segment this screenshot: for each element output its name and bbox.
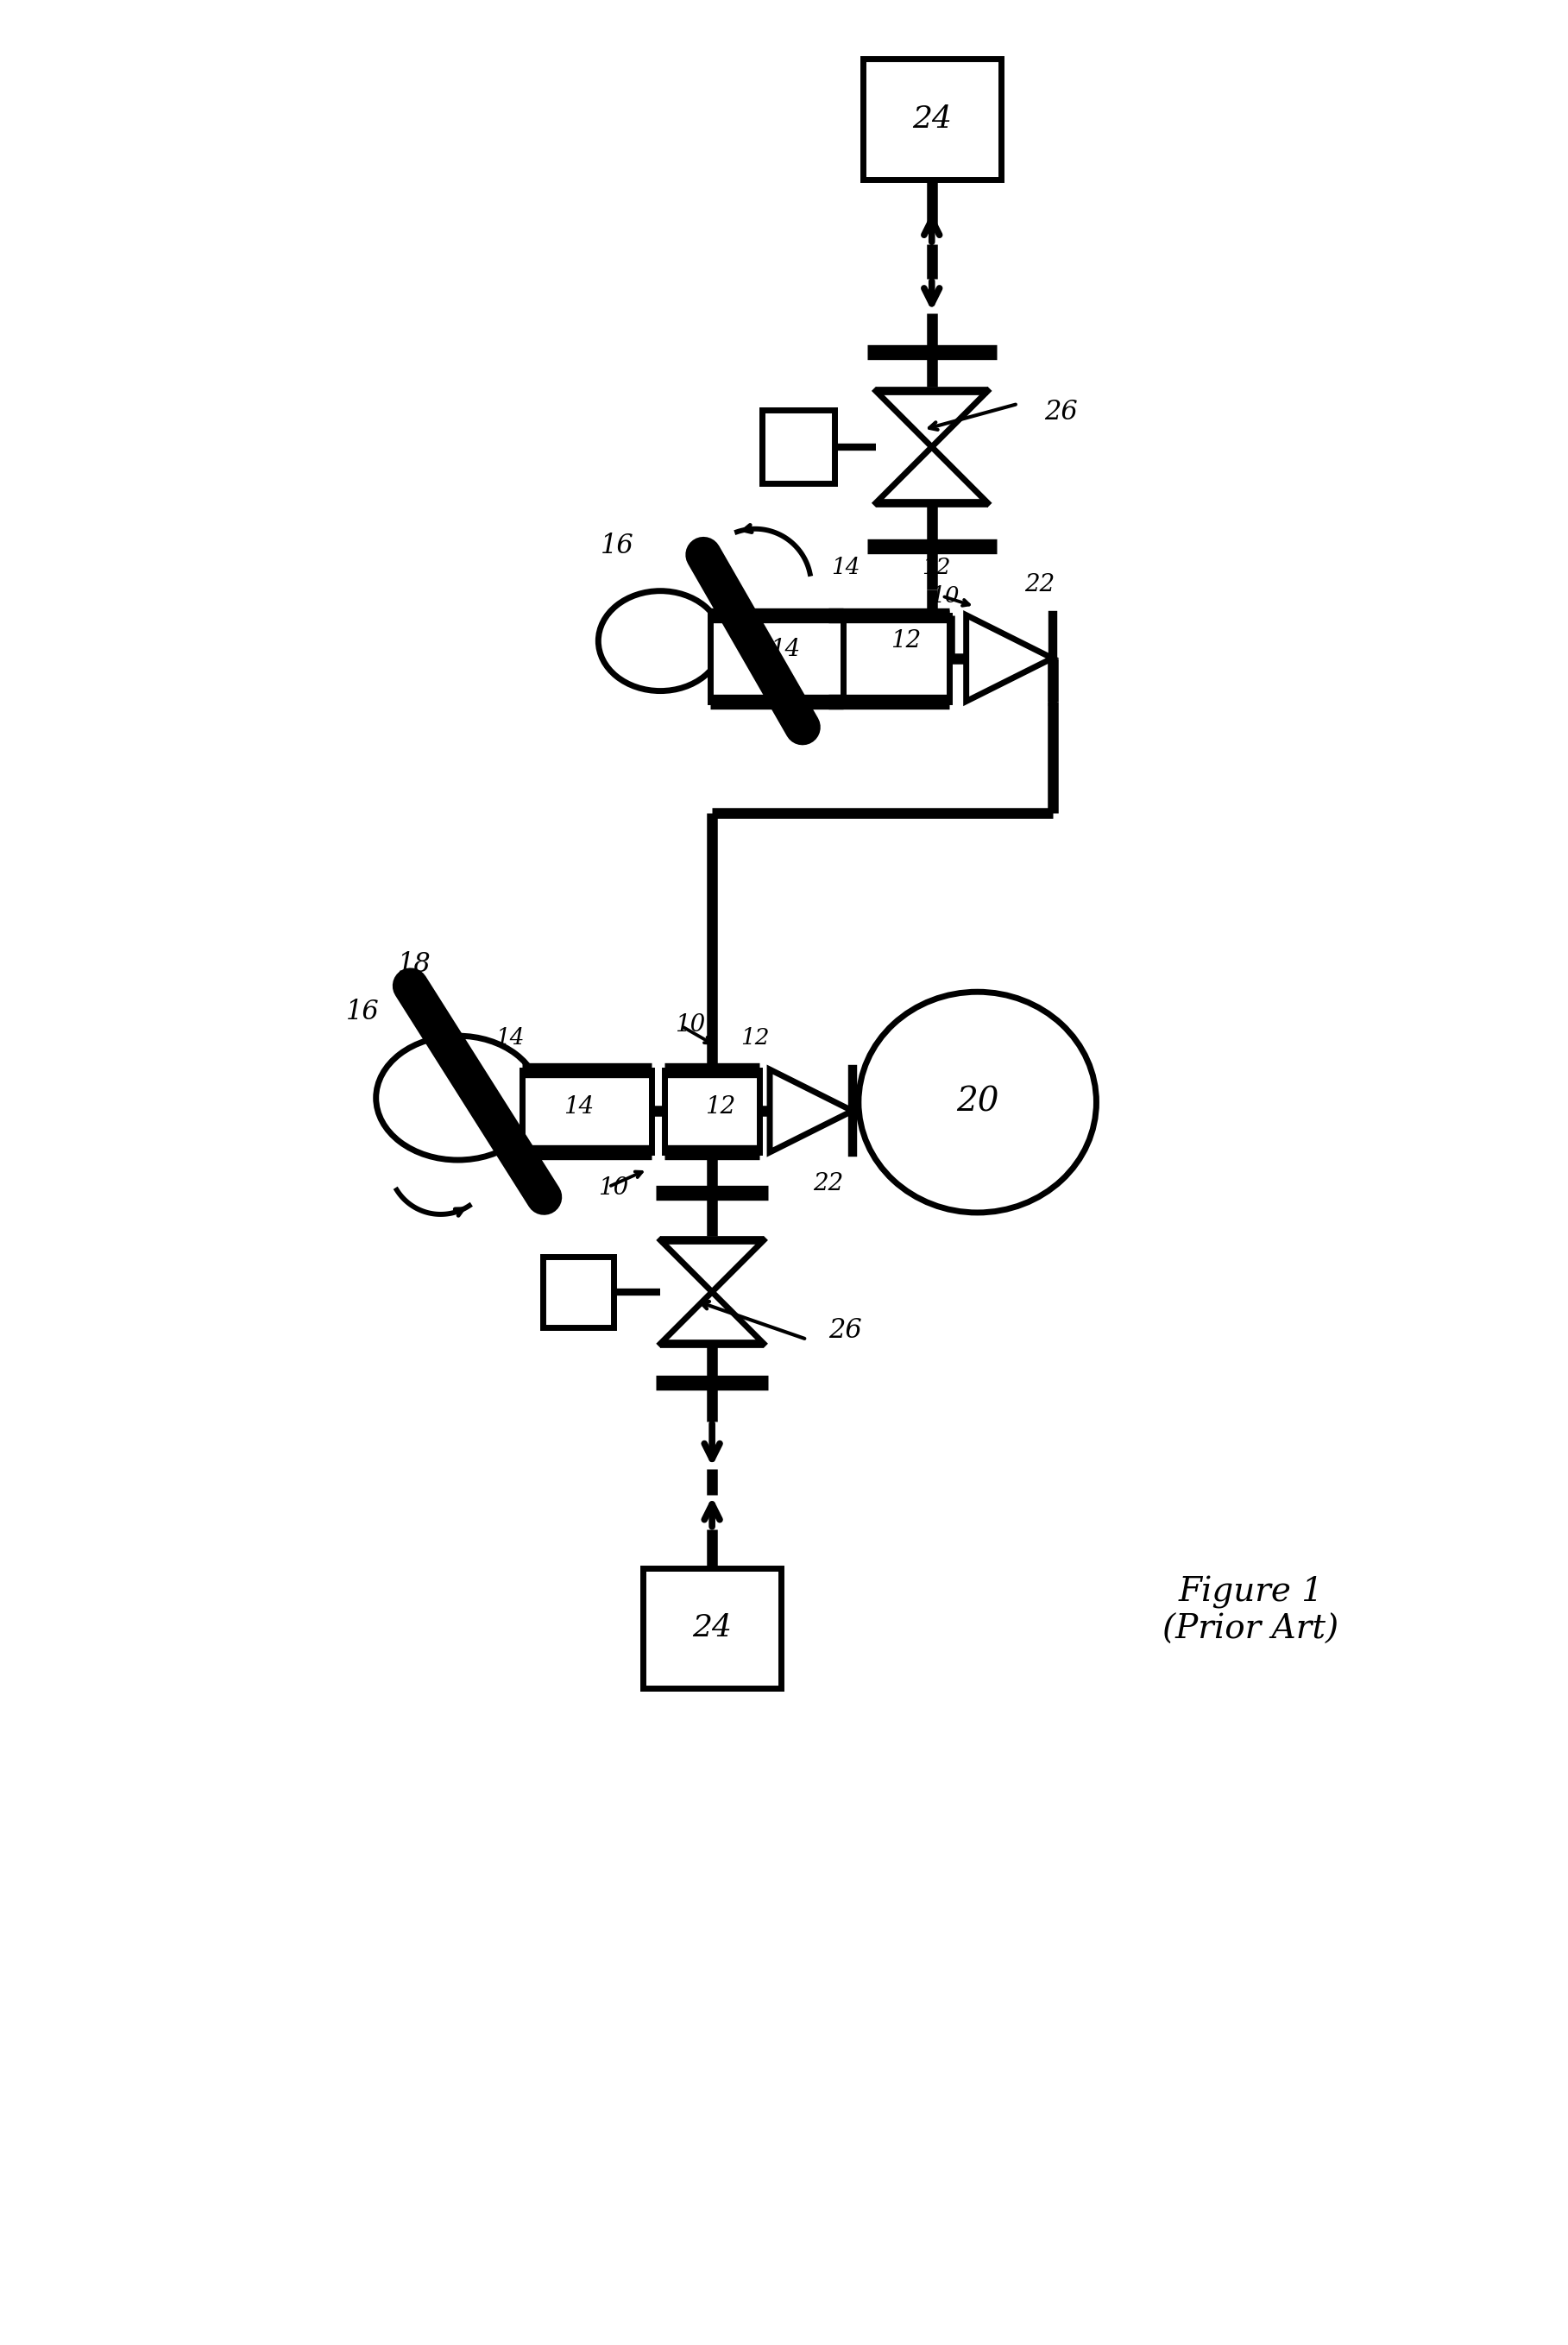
Text: 14: 14 [770, 638, 801, 661]
Bar [665, 1069, 759, 1151]
Bar [710, 614, 844, 701]
Polygon shape [966, 614, 1052, 701]
Text: 14: 14 [495, 1027, 524, 1048]
Text: 22: 22 [1024, 572, 1055, 596]
Bar [762, 410, 834, 483]
Bar [862, 59, 1000, 181]
Text: 22: 22 [814, 1172, 844, 1196]
Text: 20: 20 [956, 1086, 999, 1119]
Bar [522, 1069, 652, 1151]
Text: 16: 16 [347, 999, 379, 1025]
Text: 26: 26 [829, 1318, 862, 1344]
Ellipse shape [599, 591, 723, 692]
Text: 14: 14 [831, 556, 861, 579]
Text: 24: 24 [691, 1613, 732, 1644]
Ellipse shape [376, 1036, 539, 1161]
Ellipse shape [859, 992, 1096, 1212]
Text: 10: 10 [676, 1013, 706, 1036]
Bar [643, 1569, 781, 1688]
Text: 10: 10 [597, 1177, 629, 1201]
Text: Figure 1
(Prior Art): Figure 1 (Prior Art) [1162, 1576, 1339, 1646]
Text: 18: 18 [398, 952, 431, 978]
Text: 24: 24 [913, 106, 952, 134]
Text: 26: 26 [1044, 399, 1077, 427]
Text: 12: 12 [706, 1095, 735, 1119]
Polygon shape [770, 1069, 853, 1151]
Bar [543, 1257, 613, 1327]
Text: 12: 12 [740, 1027, 770, 1048]
Bar [828, 614, 949, 701]
Text: 10: 10 [930, 586, 960, 607]
Text: 12: 12 [922, 556, 950, 579]
Text: 16: 16 [601, 532, 633, 560]
Text: 14: 14 [563, 1095, 594, 1119]
Text: 12: 12 [891, 628, 920, 652]
